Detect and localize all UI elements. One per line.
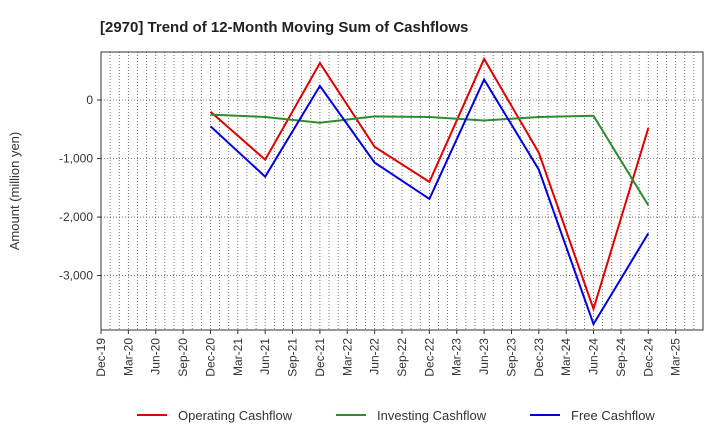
y-axis-title: Amount (million yen) bbox=[7, 132, 22, 251]
plot-area: 0 -1,000 -2,000 -3,000 Dec-19 Mar-20 Jun-20 Sep… bbox=[59, 51, 704, 377]
x-tick-label: Jun-24 bbox=[587, 338, 601, 375]
x-tick-label: Dec-24 bbox=[641, 338, 655, 377]
x-tick-label: Mar-20 bbox=[121, 338, 135, 376]
x-tick-label: Mar-24 bbox=[559, 338, 573, 376]
x-tick-label: Dec-20 bbox=[203, 338, 217, 377]
x-tick-label: Jun-23 bbox=[477, 338, 491, 375]
x-tick-label: Mar-23 bbox=[450, 338, 464, 376]
x-tick-label: Sep-22 bbox=[395, 338, 409, 377]
x-tick-label: Dec-22 bbox=[422, 338, 436, 377]
series-line-2 bbox=[210, 113, 650, 206]
x-tick-label: Dec-21 bbox=[313, 338, 327, 377]
chart-title: [2970] Trend of 12-Month Moving Sum of C… bbox=[100, 19, 468, 36]
y-tick-label: -3,000 bbox=[59, 269, 93, 283]
x-tick-label: Sep-20 bbox=[176, 338, 190, 377]
legend-label-3: Free Cashflow bbox=[571, 408, 655, 423]
series-line-1 bbox=[209, 56, 650, 313]
x-tick-label: Sep-21 bbox=[286, 338, 300, 377]
x-tick-label: Jun-21 bbox=[258, 338, 272, 375]
y-tick-label: 0 bbox=[86, 93, 93, 107]
x-tick-label: Jun-20 bbox=[149, 338, 163, 375]
x-tick-label: Jun-22 bbox=[368, 338, 382, 375]
x-tick-label: Sep-24 bbox=[614, 338, 628, 377]
legend: Operating Cashflow Investing Cashflow Free… bbox=[137, 408, 655, 423]
y-tick-label: -1,000 bbox=[59, 152, 93, 166]
legend-label-1: Operating Cashflow bbox=[178, 408, 293, 423]
legend-label-2: Investing Cashflow bbox=[377, 408, 487, 423]
x-tick-label: Mar-22 bbox=[340, 338, 354, 376]
x-tick-label: Mar-25 bbox=[669, 338, 683, 376]
x-tick-label: Dec-23 bbox=[532, 338, 546, 377]
x-tick-label: Sep-23 bbox=[504, 338, 518, 377]
series-line-3 bbox=[209, 77, 650, 327]
x-tick-label: Dec-19 bbox=[94, 338, 108, 377]
x-tick-label: Mar-21 bbox=[231, 338, 245, 376]
y-tick-label: -2,000 bbox=[59, 210, 93, 224]
